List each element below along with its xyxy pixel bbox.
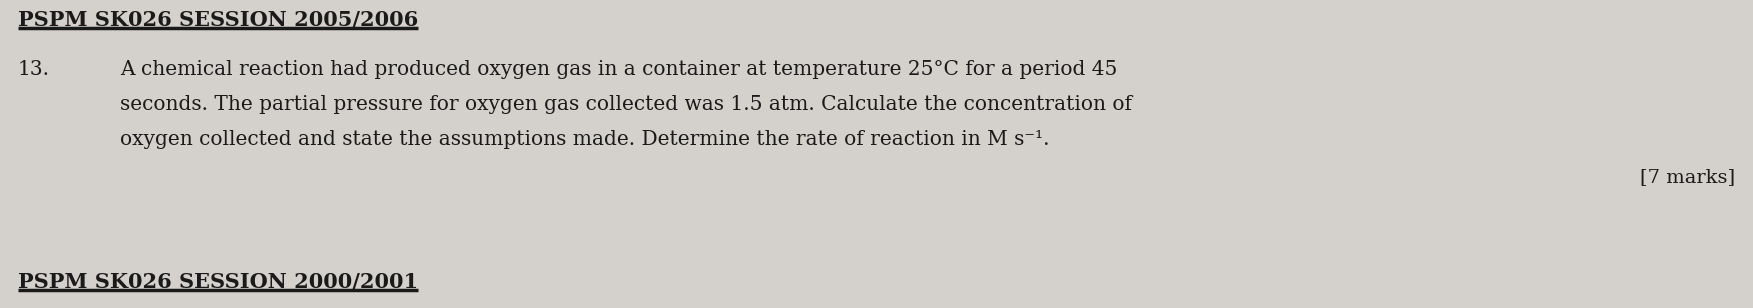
Text: PSPM SK026 SESSION 2005/2006: PSPM SK026 SESSION 2005/2006 <box>18 10 419 30</box>
Text: oxygen collected and state the assumptions made. Determine the rate of reaction : oxygen collected and state the assumptio… <box>119 130 1050 149</box>
Text: seconds. The partial pressure for oxygen gas collected was 1.5 atm. Calculate th: seconds. The partial pressure for oxygen… <box>119 95 1132 114</box>
Text: A chemical reaction had produced oxygen gas in a container at temperature 25°C f: A chemical reaction had produced oxygen … <box>119 60 1117 79</box>
Text: PSPM SK026 SESSION 2000/2001: PSPM SK026 SESSION 2000/2001 <box>18 272 419 292</box>
Text: 13.: 13. <box>18 60 51 79</box>
Text: [7 marks]: [7 marks] <box>1639 168 1735 186</box>
